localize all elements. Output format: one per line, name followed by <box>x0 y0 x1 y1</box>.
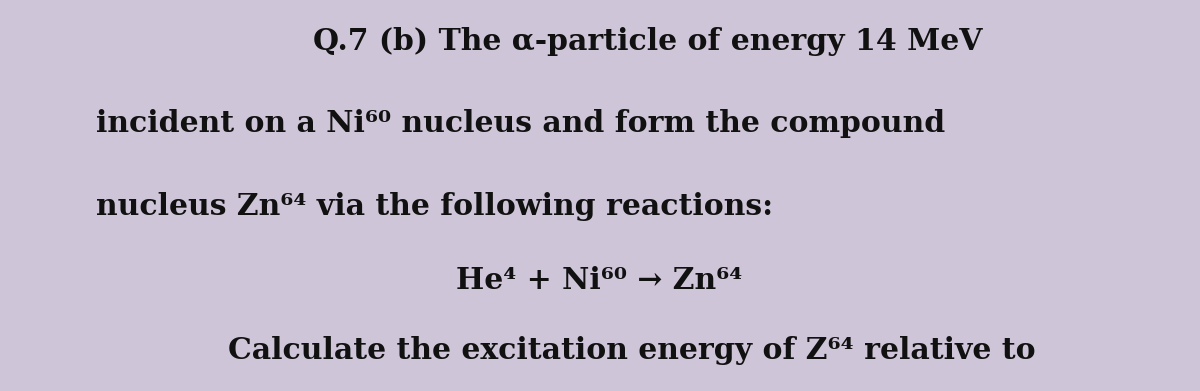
Text: Q.7 (b) The α-particle of energy 14 MeV: Q.7 (b) The α-particle of energy 14 MeV <box>313 27 983 56</box>
Text: He⁴ + Ni⁶⁰ → Zn⁶⁴: He⁴ + Ni⁶⁰ → Zn⁶⁴ <box>456 266 743 295</box>
Text: Calculate the excitation energy of Z⁶⁴ relative to: Calculate the excitation energy of Z⁶⁴ r… <box>228 336 1036 365</box>
Text: nucleus Zn⁶⁴ via the following reactions:: nucleus Zn⁶⁴ via the following reactions… <box>96 192 773 221</box>
Text: incident on a Ni⁶⁰ nucleus and form the compound: incident on a Ni⁶⁰ nucleus and form the … <box>96 109 946 138</box>
